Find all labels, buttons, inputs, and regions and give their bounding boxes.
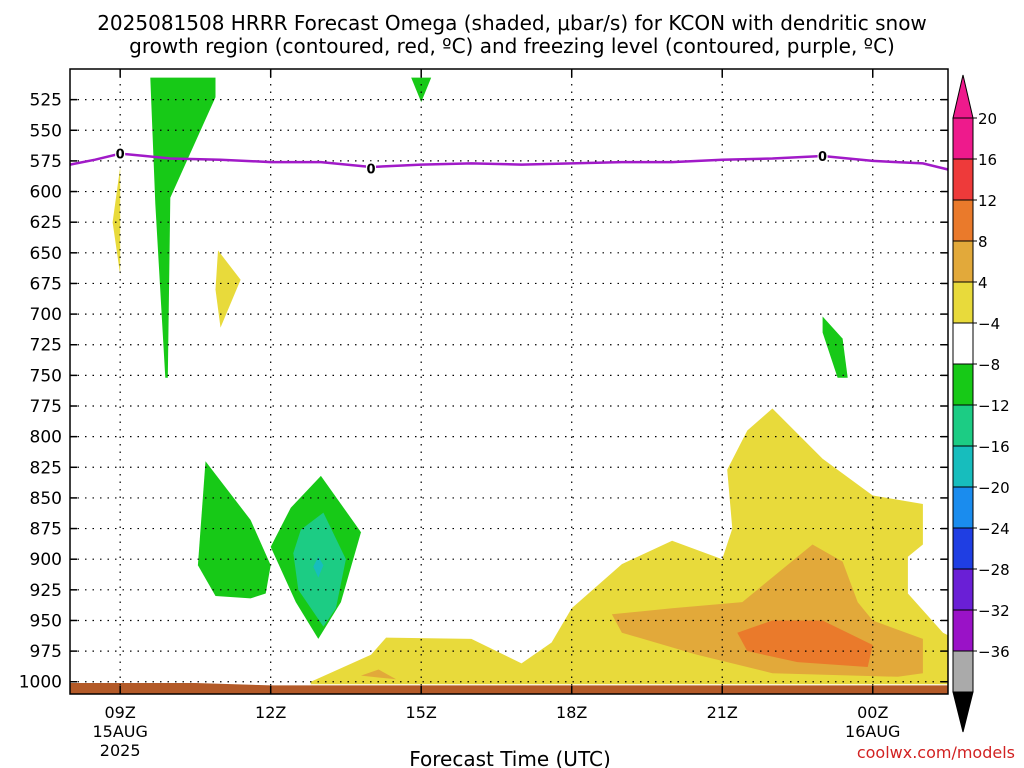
colorbar-label: 8 <box>978 233 988 251</box>
y-tick-label: 825 <box>30 458 62 478</box>
y-tick-label: 850 <box>30 489 62 509</box>
x-tick-year: 2025 <box>100 741 141 760</box>
y-tick-label: 725 <box>30 336 62 356</box>
y-tick-label: 925 <box>30 581 62 601</box>
x-tick-label: 15Z <box>406 703 437 722</box>
colorbar-label: −12 <box>978 397 1010 415</box>
colorbar-bin <box>952 445 974 488</box>
freezing-level-label: 0 <box>367 162 376 177</box>
colorbar-bin <box>952 609 974 652</box>
omega-region-4 <box>215 250 241 328</box>
chart-title-line-2: growth region (contoured, red, ºC) and f… <box>129 34 895 58</box>
y-tick-label: 600 <box>30 183 62 203</box>
colorbar-label: −24 <box>978 520 1010 538</box>
colorbar-arrow-top <box>952 74 974 119</box>
chart-title-line-1: 2025081508 HRRR Forecast Omega (shaded, … <box>97 11 927 35</box>
colorbar-label: 4 <box>978 274 988 292</box>
omega-region-11 <box>361 669 397 680</box>
x-tick-date: 16AUG <box>845 722 900 741</box>
freezing-level-line <box>69 152 949 171</box>
contour-label-background <box>817 149 828 164</box>
y-tick-label: 900 <box>30 550 62 570</box>
colorbar-label: −16 <box>978 438 1010 456</box>
colorbar-bin <box>952 404 974 447</box>
colorbar-bin <box>952 199 974 242</box>
colorbar-bin <box>952 486 974 529</box>
colorbar-bin <box>952 363 974 406</box>
y-tick-label: 700 <box>30 305 62 325</box>
omega-region-2 <box>411 77 432 103</box>
colorbar-legend: 20 16 12 8 4 −4 −8 −12 −16 −20 −24 −28 −32 −36 <box>952 74 1010 733</box>
x-axis-label: Forecast Time (UTC) <box>409 747 611 768</box>
y-tick-label: 975 <box>30 642 62 662</box>
colorbar-label: −4 <box>978 315 1000 333</box>
plot-frame <box>69 68 949 695</box>
colorbar-bin <box>952 568 974 611</box>
colorbar-arrow-bottom <box>952 691 974 733</box>
omega-region-9 <box>822 316 848 378</box>
y-tick-label: 750 <box>30 366 62 386</box>
source-credit: coolwx.com/models <box>857 743 1015 762</box>
colorbar-label: 16 <box>978 151 997 169</box>
omega-region-3 <box>112 167 121 275</box>
omega-region-13 <box>737 620 873 667</box>
omega-region-5 <box>197 461 271 599</box>
freezing-level-label: 0 <box>116 148 125 163</box>
freezing-level-label: 0 <box>818 150 827 165</box>
omega-shaded-regions <box>112 77 948 685</box>
omega-region-1 <box>150 77 216 378</box>
colorbar-label: 12 <box>978 192 997 210</box>
chart-title: 2025081508 HRRR Forecast Omega (shaded, … <box>97 11 927 58</box>
colorbar-bin <box>952 650 974 693</box>
colorbar-label: −8 <box>978 356 1000 374</box>
colorbar-label: −20 <box>978 479 1010 497</box>
x-tick-label: 09Z <box>105 703 136 722</box>
contour-label-background <box>366 161 377 176</box>
surface-ground <box>70 683 948 694</box>
x-tick-label: 18Z <box>556 703 587 722</box>
omega-region-8 <box>313 556 324 578</box>
colorbar-label: 20 <box>978 110 997 128</box>
colorbar-bin <box>952 281 974 324</box>
y-tick-label: 775 <box>30 397 62 417</box>
colorbar-label: −36 <box>978 643 1010 661</box>
surface-band <box>70 683 948 694</box>
y-tick-label: 525 <box>30 91 62 111</box>
colorbar-label: −28 <box>978 561 1010 579</box>
y-tick-label: 875 <box>30 520 62 540</box>
colorbar-bin <box>952 117 974 160</box>
x-tick-label: 00Z <box>857 703 888 722</box>
y-tick-label: 625 <box>30 213 62 233</box>
y-tick-label: 550 <box>30 121 62 141</box>
y-tick-label: 575 <box>30 152 62 172</box>
x-tick-date: 15AUG <box>92 722 147 741</box>
colorbar-bin <box>952 158 974 201</box>
y-tick-label: 650 <box>30 244 62 264</box>
contour-label-background <box>115 146 126 161</box>
y-tick-label: 675 <box>30 274 62 294</box>
x-tick-label: 21Z <box>707 703 738 722</box>
y-tick-label: 1000 <box>19 673 62 693</box>
x-tick-label: 12Z <box>255 703 286 722</box>
colorbar-bin <box>952 240 974 283</box>
y-tick-label: 800 <box>30 428 62 448</box>
colorbar-bin <box>952 527 974 570</box>
plot-border <box>69 68 949 695</box>
y-axis: 525 550 575 600 625 650 675 700 725 750 775 800 825 8… <box>19 91 948 693</box>
colorbar-bin <box>952 322 974 365</box>
colorbar-label: −32 <box>978 602 1010 620</box>
freezing-level-contour: 0 0 0 <box>69 146 949 177</box>
y-tick-label: 950 <box>30 611 62 631</box>
